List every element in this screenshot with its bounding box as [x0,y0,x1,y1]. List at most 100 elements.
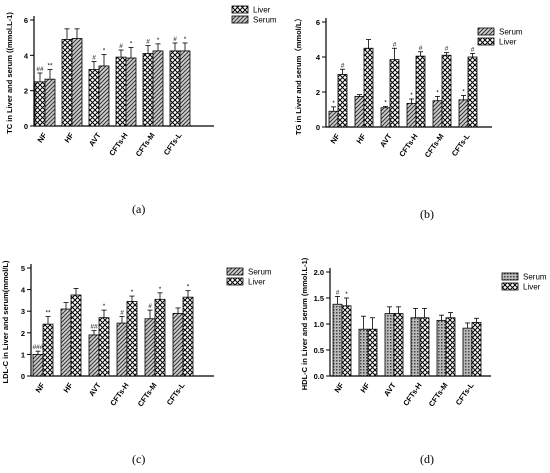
significance-mark: * [103,47,106,54]
bar-serum-cfts-m [436,319,447,377]
x-tick-label: CFTs-M [423,132,446,159]
panel-label-c: (c) [132,452,146,466]
bar-serum-cfts-h [116,322,128,377]
bar-serum-cfts-m [152,50,164,127]
x-tick-label: AVT [378,132,394,149]
significance-mark: ** [45,310,51,317]
y-axis-label: TC in Liver and serum ((mmol.L-1) [5,12,14,134]
legend-swatch [226,277,244,286]
bar-liver-avt [88,69,100,127]
x-tick-label: NF [36,131,49,145]
y-tick-label: 0 [24,122,28,131]
y-tick-label: 1.0 [314,320,324,329]
bar-serum-hf [71,38,83,127]
panel-label-b: (b) [420,207,434,221]
x-tick-label: HF [63,131,76,145]
y-tick-label: 6 [316,18,320,27]
significance-mark: * [410,92,413,99]
legend-swatch [231,15,249,24]
significance-mark: # [471,47,475,54]
bar-serum-hf [354,95,365,128]
bar-liver-avt [389,59,400,128]
significance-mark: # [445,46,449,53]
y-tick-label: 4 [21,286,26,295]
bar-liver-hf [70,294,82,377]
significance-mark: * [159,286,162,293]
bar-liver-cfts-m [441,54,452,128]
legend-swatch [226,267,244,276]
chart-panel-b: 0 2 4 6 TG in Liver and serum（mmol/L） * # NF HF *… [293,14,523,159]
significance-mark: * [103,303,106,310]
bar-liver-cfts-m [445,317,456,377]
bar-liver-cfts-h [115,56,127,127]
panel-label-d: (d) [420,452,434,466]
y-tick-label: 1.5 [314,294,324,303]
significance-mark: # [120,310,124,317]
significance-mark: * [157,37,160,44]
x-tick-label: HF [355,132,368,146]
bar-serum-avt [98,65,110,127]
significance-mark: # [393,41,397,48]
y-tick-label: 2.0 [314,268,324,277]
legend-label: Serum [523,273,547,282]
bar-serum-avt [88,334,100,377]
y-tick-label: 6 [24,16,28,25]
chart-panel-d: 0.0 0.5 1.0 1.5 2.0 HDL-C in Liver and serum … [300,257,547,408]
y-tick-label: 2 [316,88,320,97]
bar-liver-cfts-l [471,322,482,377]
significance-mark: ## [90,324,98,331]
significance-mark: # [419,45,423,52]
bar-liver-cfts-l [467,56,478,128]
bar-liver-hf [363,47,374,128]
y-tick-label: 0 [21,372,25,381]
bar-serum-nf [328,110,339,128]
y-tick-label: 1 [21,350,25,359]
bar-serum-cfts-l [458,99,469,128]
legend-label: Liver [523,283,541,292]
significance-mark: * [332,100,335,107]
x-tick-label: CFTs-H [108,381,130,408]
bar-liver-cfts-h [419,317,430,377]
y-axis-label: TG in Liver and serum（mmol/L） [293,14,303,135]
y-tick-label: 5 [21,264,25,273]
legend-label: Liver [499,38,517,47]
x-tick-label: NF [34,381,47,395]
significance-mark: # [341,62,345,69]
legend-label: Serum [499,28,523,37]
bar-liver-nf [34,81,46,127]
legend-label: Serum [253,16,277,25]
bar-serum-nf [332,303,343,377]
bar-serum-avt [384,313,395,377]
significance-mark: ** [47,62,53,69]
bar-serum-hf [358,328,369,377]
legend-swatch [477,37,495,46]
significance-mark: * [436,89,439,96]
bar-serum-cfts-l [172,312,184,377]
x-tick-label: HF [359,381,372,395]
bar-liver-nf [341,305,352,377]
y-tick-label: 2 [21,329,25,338]
significance-mark: # [92,55,96,62]
y-tick-label: 4 [24,51,29,60]
significance-mark: ## [36,66,44,73]
x-tick-label: AVT [87,381,103,398]
significance-mark: * [131,289,134,296]
bar-serum-cfts-m [144,318,156,377]
y-tick-label: 2 [24,87,28,96]
x-tick-label: CFTs-L [450,132,472,158]
bar-serum-nf [44,78,56,127]
bar-liver-avt [393,313,404,377]
significance-mark: # [173,36,177,43]
y-tick-label: 0.0 [314,372,324,381]
panel-label-a: (a) [132,202,146,216]
bar-liver-hf [61,39,73,127]
significance-mark: # [119,43,123,50]
legend-label: Liver [248,278,266,287]
legend-label: Liver [253,6,271,15]
bar-liver-cfts-m [142,53,154,127]
bar-liver-cfts-m [154,298,166,377]
significance-mark: * [462,89,465,96]
